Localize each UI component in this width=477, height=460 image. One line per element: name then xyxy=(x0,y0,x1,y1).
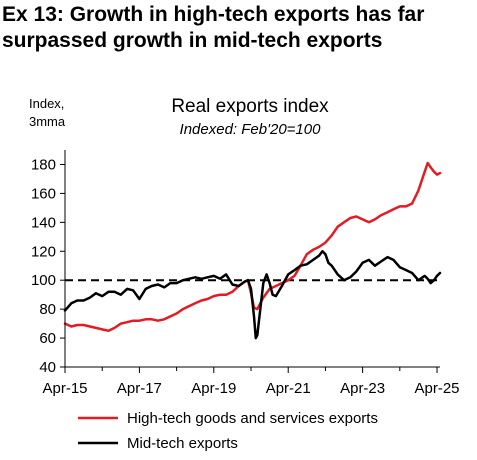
y-tick-label: 120 xyxy=(31,243,56,260)
y-tick-label: 40 xyxy=(39,359,56,376)
y-tick-label: 60 xyxy=(39,330,56,347)
legend: High-tech goods and services exports Mid… xyxy=(78,410,378,452)
series-line-mid-tech xyxy=(63,250,442,340)
chart-subtitle: Indexed: Feb'20=100 xyxy=(180,121,322,138)
exhibit-title-line-1: Ex 13: Growth in high-tech exports has f… xyxy=(2,3,425,26)
x-tick-label: Apr-25 xyxy=(415,380,460,397)
y-tick-label: 100 xyxy=(31,272,56,289)
x-tick-label: Apr-17 xyxy=(117,380,162,397)
x-tick-label: Apr-15 xyxy=(42,380,87,397)
y-axis-label-line-2: 3mma xyxy=(29,114,66,129)
y-tick-label: 160 xyxy=(31,185,56,202)
chart-title: Real exports index xyxy=(171,96,329,117)
y-tick-label: 140 xyxy=(31,214,56,231)
exhibit-title: Ex 13: Growth in high-tech exports has f… xyxy=(2,2,474,54)
x-tick-label: Apr-23 xyxy=(340,380,385,397)
legend-label-mid-tech: Mid-tech exports xyxy=(127,435,238,452)
y-axis-ticks: 40 60 80 100 120 140 160 180 xyxy=(31,156,65,376)
series-line-high-tech xyxy=(63,161,442,333)
x-tick-label: Apr-19 xyxy=(191,380,236,397)
x-tick-label: Apr-21 xyxy=(266,380,311,397)
exhibit-title-line-2: surpassed growth in mid-tech exports xyxy=(2,29,383,52)
legend-label-high-tech: High-tech goods and services exports xyxy=(127,410,378,427)
y-tick-label: 180 xyxy=(31,156,56,173)
series-lines xyxy=(63,161,442,340)
y-tick-label: 80 xyxy=(39,301,56,318)
x-axis-ticks: Apr-15 Apr-17 Apr-19 Apr-21 Apr-23 Apr-25 xyxy=(42,367,460,397)
y-axis-label-line-1: Index, xyxy=(29,96,64,111)
